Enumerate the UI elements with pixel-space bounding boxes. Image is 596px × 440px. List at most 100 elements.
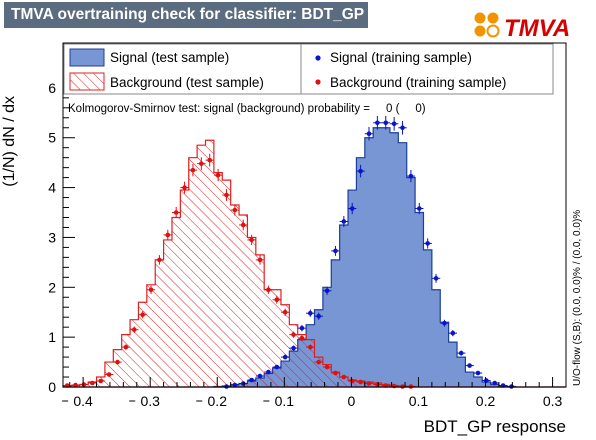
signal-training-point [492,380,498,386]
background-training-point [266,287,271,293]
background-training-point [375,382,380,387]
background-training-point [173,210,179,215]
signal-training-point [257,373,263,379]
background-test-histogram [62,139,566,388]
legend-signal-test-swatch [69,48,105,67]
legend-background-train-label: Background (training sample) [330,75,506,90]
y-tick-label: 5 [48,130,56,146]
signal-training-point [316,313,321,319]
signal-training-point [475,370,481,376]
background-training-point [316,359,321,365]
background-training-point [190,167,196,173]
background-training-point [81,382,87,387]
background-training-point [240,222,246,228]
signal-training-point [333,248,338,254]
background-training-point [165,232,171,238]
background-training-point [391,383,397,389]
background-training-point [349,378,355,384]
signal-training-point [291,345,296,351]
legend-signal-train-marker [315,55,321,61]
x-tick-label: 0 [347,393,355,409]
signal-training-point [249,377,254,383]
svg-text:TMVA: TMVA [504,15,570,42]
background-training-point [98,378,104,384]
signal-training-point [400,125,405,131]
signal-training-point [467,363,472,368]
x-tick-label: 0.3 [543,393,563,409]
signal-training-point [232,382,238,388]
signal-training-point [366,131,372,137]
legend-signal-test-label: Signal (test sample) [110,50,229,65]
background-training-point [182,185,187,190]
y-tick-label: 0 [48,379,56,395]
x-tick-label: 0.2 [476,393,496,409]
signal-training-point [375,120,380,126]
x-tick-label: 0.3 [140,393,160,409]
background-training-point [106,372,112,377]
background-training-point [291,332,296,337]
background-training-point [341,374,347,380]
signal-training-point [341,219,347,224]
signal-training-point [358,168,363,174]
signal-training-point [391,121,397,127]
x-tick-label: 0.2 [208,393,228,409]
signal-training-point [383,120,389,126]
background-training-point [207,157,213,163]
legend-box: Signal (test sample) Signal (training sa… [63,43,554,95]
background-training-point [257,257,263,263]
background-training-point [282,309,288,315]
ks-test-text: Kolmogorov-Smirnov test: signal (backgro… [68,103,426,115]
legend-background-test-label: Background (test sample) [110,75,264,90]
overflow-text: U/O-flow (S,B): (0.0, 0.0)% / (0.0, 0.0)… [572,210,583,386]
legend-signal-train-label: Signal (training sample) [330,50,472,65]
background-training-point [366,381,372,386]
y-tick-label: 1 [48,329,56,345]
x-tick-label: 0.4 [73,393,93,409]
y-tick-label: 2 [48,279,56,295]
signal-training-point [408,173,414,179]
background-training-point [157,257,162,263]
signal-training-point [282,354,288,360]
plot-frame [62,42,567,388]
signal-training-point [484,378,489,383]
y-tick-label: 6 [48,80,56,96]
legend-background-train-marker [315,79,321,85]
tmva-logo: TMVA [474,12,570,42]
background-training-point [131,327,137,332]
plot-title: TMVA overtraining check for classifier: … [4,2,368,28]
background-training-point [224,192,229,198]
background-training-point [308,344,313,350]
x-tick-label: 0.1 [275,393,295,409]
signal-training-point [299,325,305,331]
y-axis-label: (1/N) dN / dx [1,96,18,187]
background-training-point [148,287,154,293]
signal-training-point [266,369,271,375]
signal-training-point [425,241,430,246]
signal-training-point [416,206,422,211]
background-training-point [115,359,120,365]
x-axis-label: BDT_GP response [424,417,566,436]
background-training-point [90,380,95,386]
legend-background-test-swatch [69,72,105,91]
background-training-point [199,161,204,166]
background-training-point [299,335,305,341]
signal-training-point [458,350,464,356]
background-training-point [358,379,363,385]
x-tick-label: 0.1 [409,393,429,409]
signal-training-point [349,206,355,211]
background-training-point [274,297,280,303]
signal-training-point [308,310,313,316]
signal-training-point [442,320,447,326]
background-training-point [123,344,129,350]
background-training-point [324,364,330,370]
signal-training-point [450,330,456,336]
y-tick-label: 3 [48,229,56,245]
signal-training-point [324,288,330,294]
y-tick-label: 4 [48,180,56,196]
background-training-point [215,172,221,178]
signal-training-point [433,276,439,281]
signal-training-point [240,381,246,386]
background-training-point [249,237,254,243]
background-training-point [333,370,338,376]
